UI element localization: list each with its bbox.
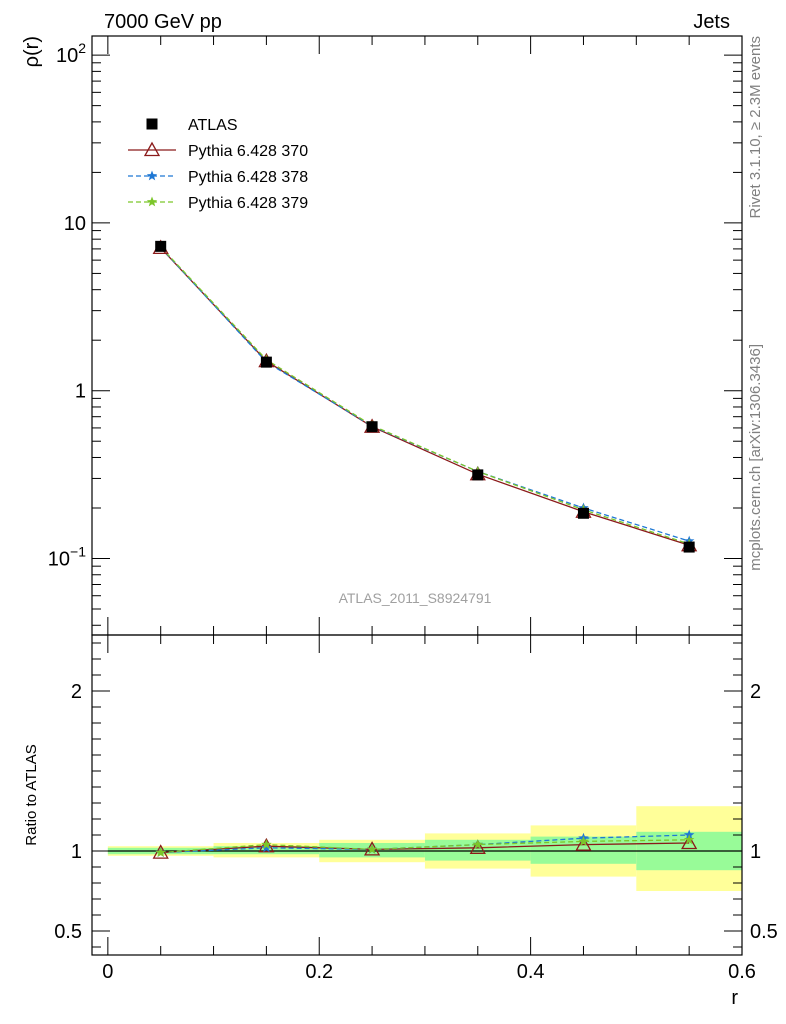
main-line-3 <box>160 246 690 545</box>
band-inner-3 <box>424 839 531 861</box>
main-point-s0-0 <box>155 240 167 252</box>
main-ytick-label-1: 10 <box>64 213 86 235</box>
xtick-label-0: 0 <box>102 961 113 983</box>
ratio-point-s2-5 <box>683 834 695 845</box>
ratio-ytick-label-right-1: 1 <box>750 841 761 863</box>
ratio-point-s2-0 <box>155 847 166 857</box>
ratio-point-s2-1 <box>261 839 272 849</box>
ratio-point-s2-3 <box>472 839 483 849</box>
header-right: Jets <box>693 11 730 33</box>
legend-marker-1 <box>143 141 161 157</box>
analysis-watermark: ATLAS_2011_S8924791 <box>339 590 492 606</box>
main-ytick-label-0: 102 <box>56 40 86 67</box>
main-line-2 <box>160 246 690 542</box>
rivet-label: Rivet 3.1.10, ≥ 2.3M events <box>747 36 764 219</box>
legend-label-2: Pythia 6.428 378 <box>188 169 308 186</box>
main-point-s0-2 <box>366 421 378 433</box>
legend-label-1: Pythia 6.428 370 <box>188 143 308 160</box>
xtick-label-3: 0.6 <box>728 961 756 983</box>
ratio-plot-frame <box>91 634 743 956</box>
ratio-point-s2-2 <box>366 843 378 854</box>
ratio-ytick-label-left-2: 2 <box>71 681 82 703</box>
main-point-s0-5 <box>683 541 695 553</box>
main-point-s0-4 <box>577 507 589 519</box>
main-ytick-label-2: 1 <box>75 381 86 403</box>
ratio-point-s0-3 <box>469 839 486 854</box>
x-axis-label: r <box>731 987 738 1009</box>
main-ytick-label-3: 10−1 <box>48 543 86 570</box>
ratio-point-s0-5 <box>681 834 698 850</box>
legend-marker-2 <box>146 170 158 181</box>
legend-marker-3 <box>146 196 158 207</box>
band-inner-1 <box>213 846 320 855</box>
main-ylabel: ρ(r) <box>21 36 43 67</box>
source-label: mcplots.cern.ch [arXiv:1306.3436] <box>747 344 764 571</box>
xtick-label-2: 0.4 <box>517 961 545 983</box>
ratio-point-s0-4 <box>575 836 592 851</box>
header-left: 7000 GeV pp <box>104 11 222 33</box>
legend-label-3: Pythia 6.428 379 <box>188 195 308 212</box>
ratio-ytick-label-right-2: 2 <box>750 681 761 703</box>
main-line-1 <box>160 247 690 546</box>
ratio-ylabel: Ratio to ATLAS <box>23 744 40 845</box>
ratio-point-s0-1 <box>258 837 275 853</box>
ratio-ytick-label-left-1: 1 <box>71 841 82 863</box>
main-point-s0-3 <box>472 469 484 481</box>
main-point-s0-1 <box>260 356 272 368</box>
ratio-ytick-label-left-0: 0.5 <box>54 921 82 943</box>
ratio-line-2 <box>160 839 690 854</box>
legend-marker-0 <box>146 118 158 130</box>
ratio-point-s1-1 <box>261 842 272 853</box>
xtick-label-1: 0.2 <box>305 961 333 983</box>
ratio-line-0 <box>160 842 690 854</box>
legend-label-0: ATLAS <box>188 117 238 134</box>
ratio-ytick-label-right-0: 0.5 <box>750 921 778 943</box>
ratio-point-s2-4 <box>578 835 589 846</box>
